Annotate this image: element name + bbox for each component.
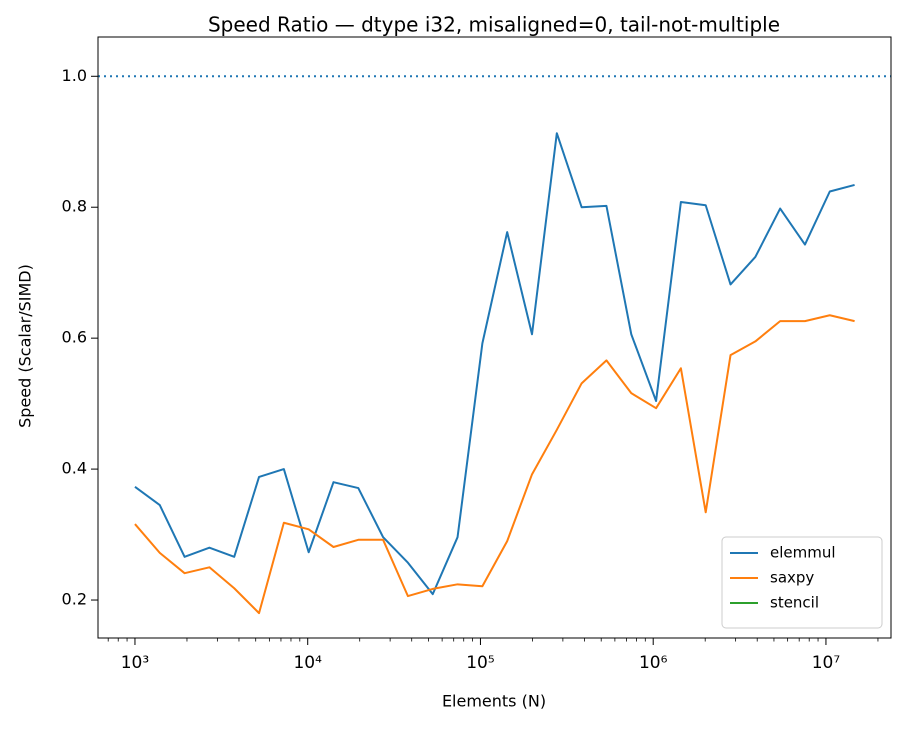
y-axis-label: Speed (Scalar/SIMD) (16, 264, 35, 428)
y-tick-label: 1.0 (62, 66, 87, 85)
series-line (134, 132, 855, 596)
legend-box (721, 536, 883, 629)
y-tick-label: 0.6 (62, 328, 87, 347)
plot-frame (97, 36, 892, 639)
x-tick-label: 10⁷ (812, 653, 841, 673)
y-tick-label: 0.8 (62, 197, 87, 216)
legend-label: saxpy (770, 569, 814, 587)
x-tick-label: 10⁴ (293, 653, 322, 673)
x-axis-label: Elements (N) (442, 692, 546, 711)
x-tick-label: 10⁵ (466, 653, 494, 673)
series-line (134, 314, 855, 615)
legend-label: elemmul (770, 544, 836, 562)
y-tick-label: 0.2 (62, 590, 87, 609)
legend-label: stencil (770, 594, 819, 612)
y-tick-label: 0.4 (62, 459, 87, 478)
x-tick-label: 10³ (121, 653, 149, 673)
x-tick-label: 10⁶ (639, 653, 668, 673)
chart-title: Speed Ratio — dtype i32, misaligned=0, t… (208, 13, 780, 37)
